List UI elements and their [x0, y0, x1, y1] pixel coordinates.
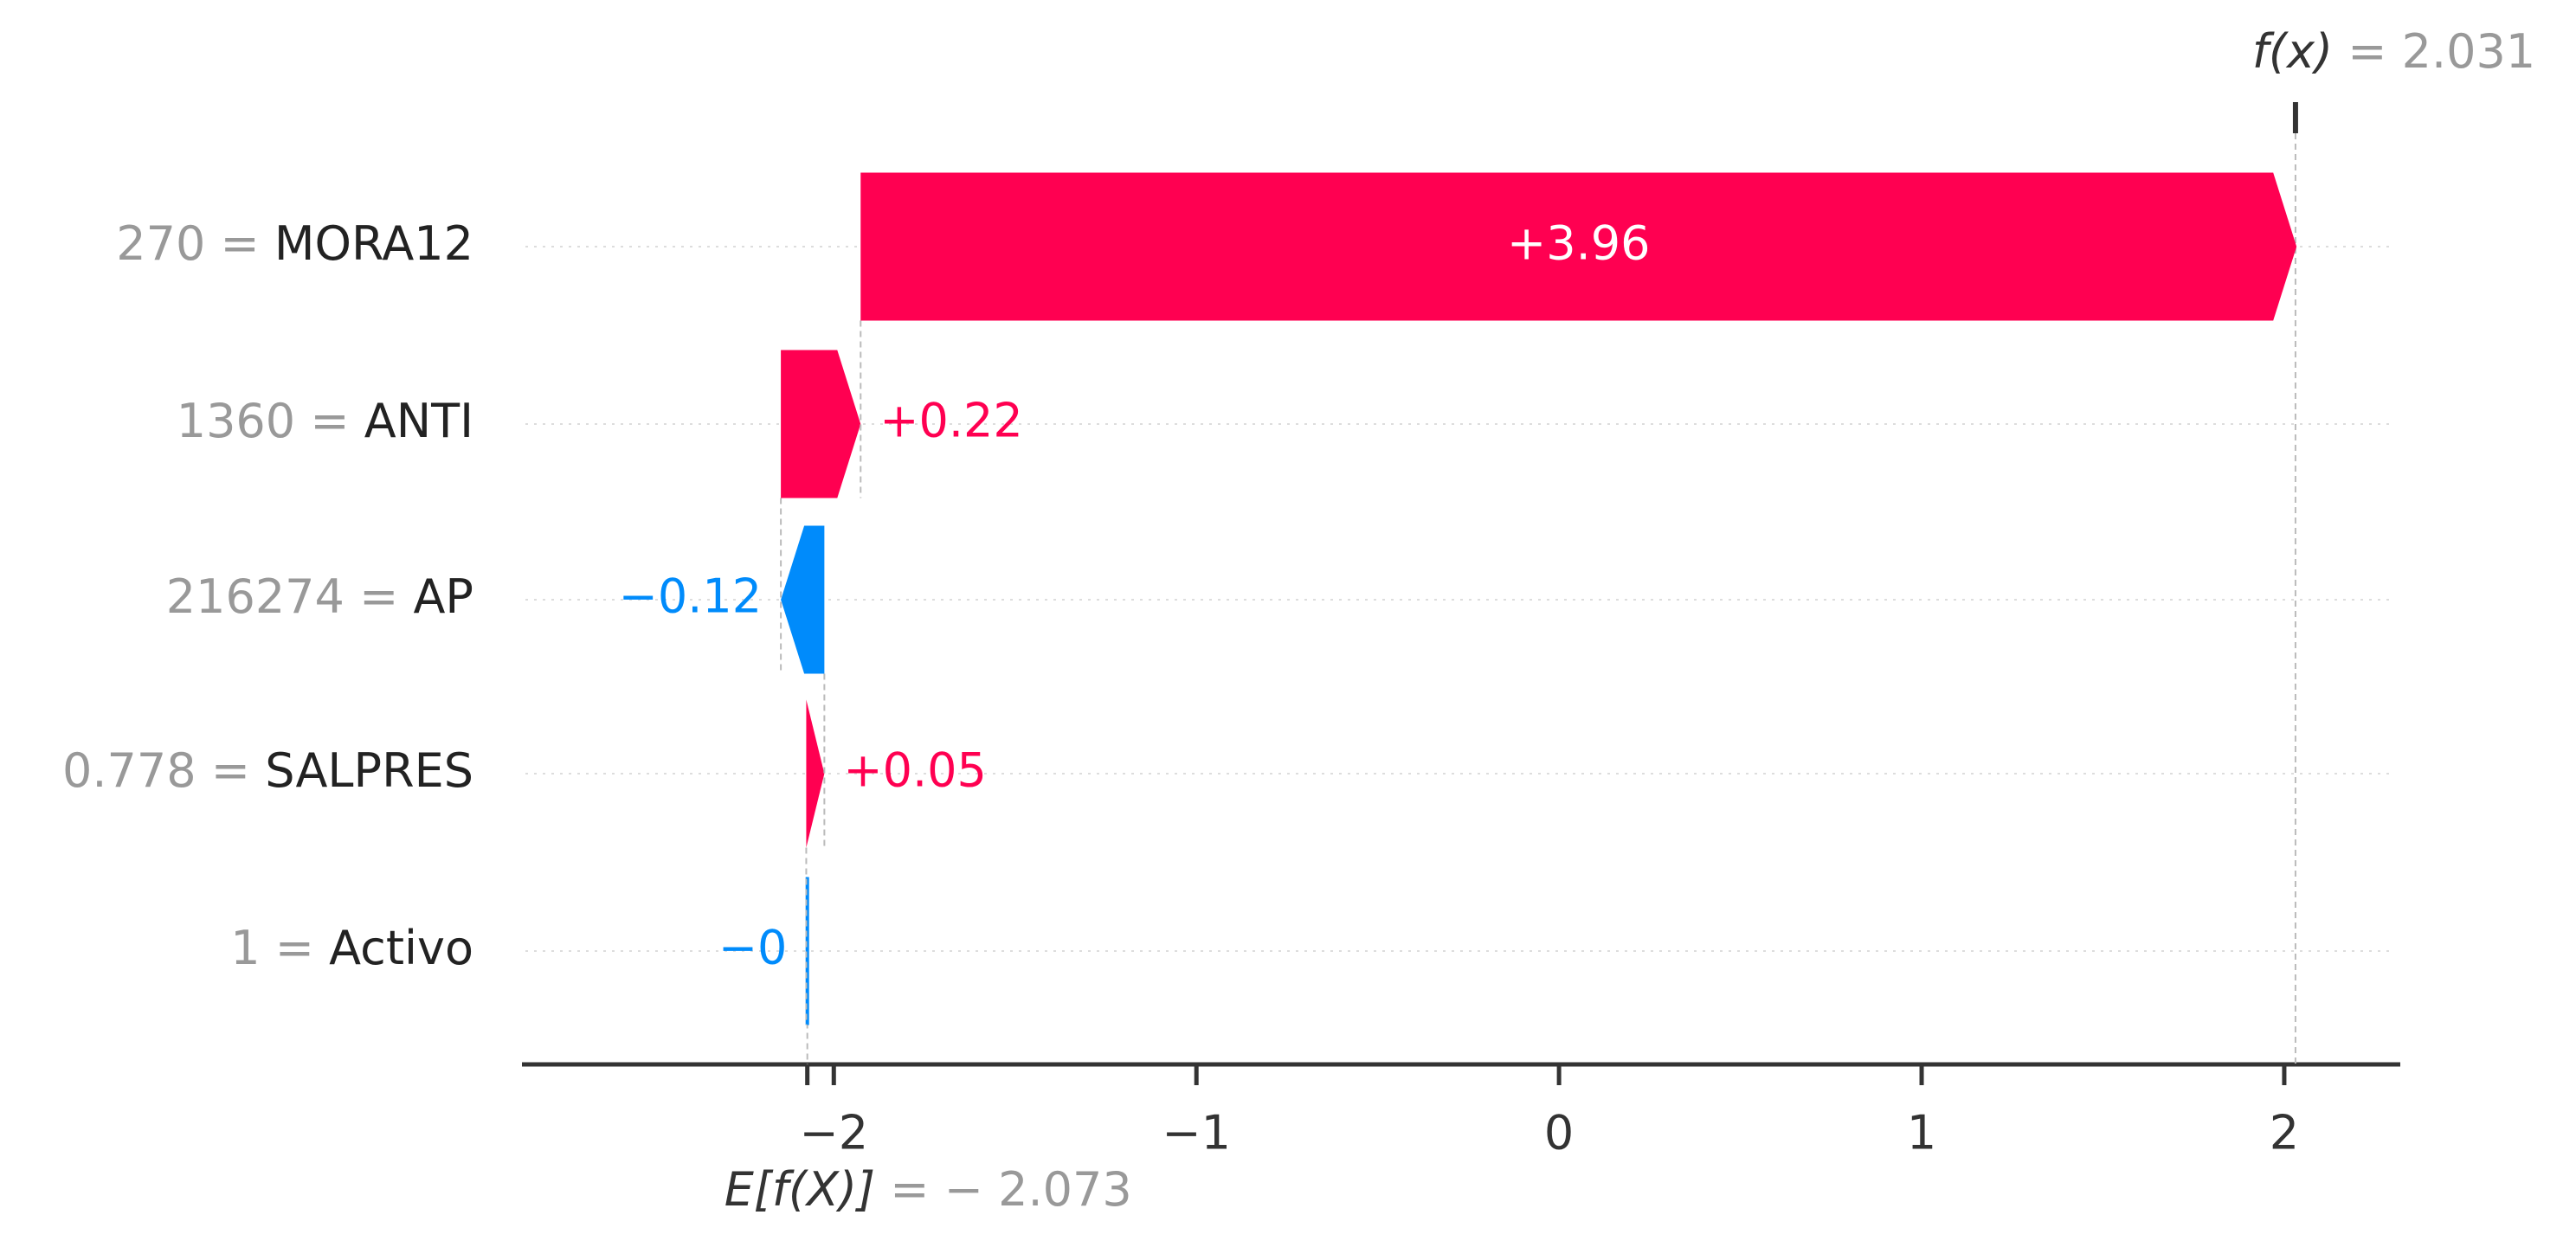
- space: [398, 569, 413, 624]
- bar: [860, 172, 2297, 321]
- output-value-label: 2.031: [2402, 24, 2536, 79]
- feature-name: AP: [413, 569, 473, 624]
- feature-name: ANTI: [364, 394, 473, 448]
- space: [314, 921, 329, 975]
- feature-label: 1360 = ANTI: [177, 394, 473, 448]
- value-label: +0.22: [879, 394, 1022, 448]
- separator: =: [220, 216, 259, 271]
- space: [205, 216, 220, 271]
- bar: [781, 525, 825, 674]
- separator: =: [2347, 24, 2386, 79]
- feature-value: 270: [116, 216, 205, 271]
- output-name: f(x): [2252, 24, 2333, 79]
- feature-label: 1 = Activo: [230, 921, 473, 975]
- x-tick-label: 0: [1544, 1106, 1574, 1160]
- x-tick-label: 1: [1907, 1106, 1936, 1160]
- space: [930, 1162, 944, 1217]
- x-tick-label: −1: [1162, 1106, 1231, 1160]
- output-label: f(x) = 2.031: [2252, 24, 2535, 79]
- separator: =: [310, 394, 349, 448]
- feature-label: 270 = MORA12: [116, 216, 473, 271]
- space: [261, 921, 275, 975]
- feature-name: Activo: [329, 921, 473, 975]
- feature-value: 0.778: [62, 743, 196, 798]
- x-tick-label: −2: [799, 1106, 868, 1160]
- feature-name: MORA12: [274, 216, 473, 271]
- feature-name: SALPRES: [265, 743, 473, 798]
- value-label: +3.96: [1507, 216, 1650, 271]
- value-label: −0: [718, 921, 788, 975]
- feature-label: 0.778 = SALPRES: [62, 743, 473, 798]
- space: [350, 394, 364, 448]
- feature-label: 216274 = AP: [166, 569, 473, 624]
- space: [875, 1162, 890, 1217]
- base-name: E[f(X)]: [724, 1162, 875, 1217]
- space: [295, 394, 310, 448]
- space: [345, 569, 359, 624]
- space: [2386, 24, 2401, 79]
- value-label: +0.05: [843, 743, 986, 798]
- separator: =: [890, 1162, 929, 1217]
- bar: [781, 350, 861, 498]
- space: [196, 743, 211, 798]
- feature-value: 216274: [166, 569, 345, 624]
- bar: [805, 877, 809, 1025]
- base-value-label: − 2.073: [944, 1162, 1132, 1217]
- base-label: E[f(X)] = − 2.073: [724, 1162, 1132, 1217]
- value-label: −0.12: [619, 569, 762, 624]
- bar: [806, 699, 825, 848]
- separator: =: [275, 921, 314, 975]
- space: [2333, 24, 2347, 79]
- space: [250, 743, 265, 798]
- x-tick-label: 2: [2270, 1106, 2299, 1160]
- separator: =: [211, 743, 250, 798]
- separator: =: [359, 569, 398, 624]
- feature-value: 1360: [177, 394, 295, 448]
- feature-value: 1: [230, 921, 260, 975]
- space: [260, 216, 274, 271]
